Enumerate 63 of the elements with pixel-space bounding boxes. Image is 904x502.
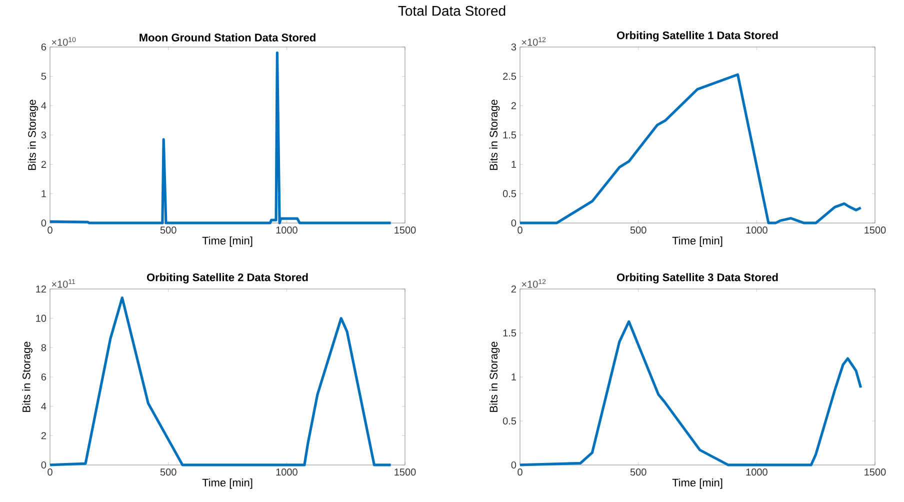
line-series [48, 296, 392, 466]
text: ×10$^{12}$ [522, 279, 546, 288]
x-axis-title: Time [min] [672, 236, 722, 247]
y-tick-label: 1 [512, 374, 516, 380]
chart-title: Moon Ground Station Data Stored [140, 33, 316, 42]
x-tick-label: 1500 [394, 468, 416, 476]
chart-title: Orbiting Satellite 2 Data Stored [146, 273, 308, 284]
x-axis-title: Time [min] [202, 236, 252, 247]
y-tick-label: 4 [41, 402, 46, 410]
y-tick-label: 0.5 [502, 190, 516, 198]
y-tick-label: 0 [511, 219, 516, 227]
text: ×10$^{10}$ [52, 37, 76, 46]
y-tick-label: 4 [41, 102, 46, 110]
y-axis-title: Bits in Storage [28, 100, 38, 170]
y-tick-label: 2 [41, 160, 46, 168]
x-tick-label: 1000 [746, 468, 768, 476]
y-axis-title: Bits in Storage [489, 342, 500, 412]
y-tick-label: 5 [41, 72, 46, 80]
x-tick-label: 0 [48, 226, 52, 234]
text: ×10$^{12}$ [522, 37, 546, 46]
y-tick-label: 6 [41, 373, 46, 381]
y-axis-title: Bits in Storage [22, 342, 32, 412]
x-tick-label: 1500 [394, 226, 416, 234]
y-tick-label: 1.5 [503, 329, 516, 336]
x-tick-label: 1500 [864, 226, 886, 234]
x-tick-label: 1000 [276, 468, 298, 476]
y-tick-label: 8 [41, 344, 46, 352]
x-tick-label: 1000 [746, 226, 768, 234]
x-tick-label: 500 [630, 226, 646, 234]
y-tick-label: 0 [41, 219, 46, 227]
x-tick-label: 500 [630, 468, 646, 476]
x-axis-title: Time [min] [672, 478, 722, 489]
y-tick-label: 10 [36, 314, 46, 322]
line-series [48, 52, 392, 224]
line-series [518, 320, 862, 466]
y-tick-label: 2 [511, 286, 516, 292]
x-axis-title: Time [min] [202, 478, 252, 489]
x-tick-label: 0 [518, 468, 522, 476]
text: Total Data Stored [398, 6, 506, 16]
x-tick-label: 500 [160, 226, 176, 234]
y-tick-label: 1 [512, 160, 516, 168]
x-tick-label: 0 [48, 468, 52, 476]
y-tick-label: 1 [42, 190, 46, 198]
x-tick-label: 1500 [864, 468, 886, 476]
x-tick-label: 0 [518, 226, 522, 234]
y-tick-label: 3 [41, 131, 46, 139]
y-tick-label: 0.5 [502, 417, 516, 425]
y-tick-label: 2 [511, 102, 516, 110]
chart-title: Orbiting Satellite 3 Data Stored [616, 273, 778, 284]
y-tick-label: 3 [511, 43, 516, 51]
y-tick-label: 0 [41, 461, 46, 469]
y-tick-label: 2 [41, 432, 46, 440]
x-tick-label: 500 [160, 468, 176, 476]
line-series [518, 73, 862, 224]
y-tick-label: 1.5 [503, 131, 516, 138]
y-tick-label: 12 [36, 286, 46, 292]
chart-title: Orbiting Satellite 1 Data Stored [616, 31, 778, 42]
y-axis-title: Bits in Storage [489, 100, 500, 170]
y-tick-label: 6 [41, 43, 46, 51]
y-tick-label: 2.5 [503, 72, 516, 80]
y-tick-label: 0 [511, 461, 516, 469]
x-tick-label: 1000 [276, 226, 298, 234]
text: ×10$^{11}$ [52, 279, 76, 288]
